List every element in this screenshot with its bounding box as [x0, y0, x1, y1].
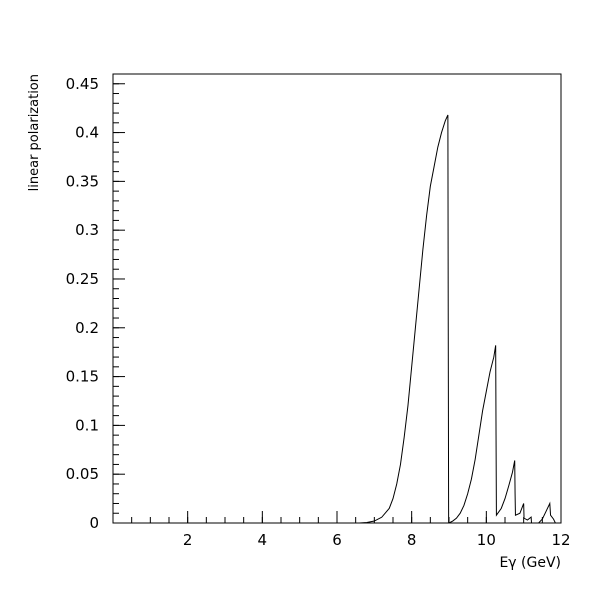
x-axis-tick-labels: 2 4 6 8 10 12 [183, 531, 571, 549]
y-tick-label: 0.4 [75, 124, 99, 142]
series-line [351, 114, 561, 524]
y-axis-ticks [113, 83, 125, 524]
y-tick-label: 0.05 [66, 465, 99, 483]
x-axis-label: Eγ (GeV) [499, 555, 561, 571]
plot-frame [112, 73, 562, 524]
x-tick-label: 2 [183, 531, 193, 549]
x-tick-label: 4 [258, 531, 268, 549]
y-tick-label: 0.1 [75, 416, 99, 434]
y-tick-label: 0.35 [66, 172, 99, 190]
x-tick-label: 6 [332, 531, 342, 549]
y-tick-label: 0.2 [75, 319, 99, 337]
x-tick-label: 8 [407, 531, 417, 549]
y-tick-label: 0.15 [66, 368, 99, 386]
y-tick-label: 0.3 [75, 221, 99, 239]
y-axis-tick-labels: 0 0.05 0.1 0.15 0.2 0.25 0.3 0.35 0.4 0.45 [66, 75, 99, 532]
x-tick-label: 12 [551, 531, 570, 549]
x-tick-label: 10 [477, 531, 496, 549]
y-tick-label: 0 [89, 514, 99, 532]
y-tick-label: 0.45 [66, 75, 99, 93]
y-tick-label: 0.25 [66, 270, 99, 288]
y-axis-label: linear polarization [27, 74, 42, 191]
